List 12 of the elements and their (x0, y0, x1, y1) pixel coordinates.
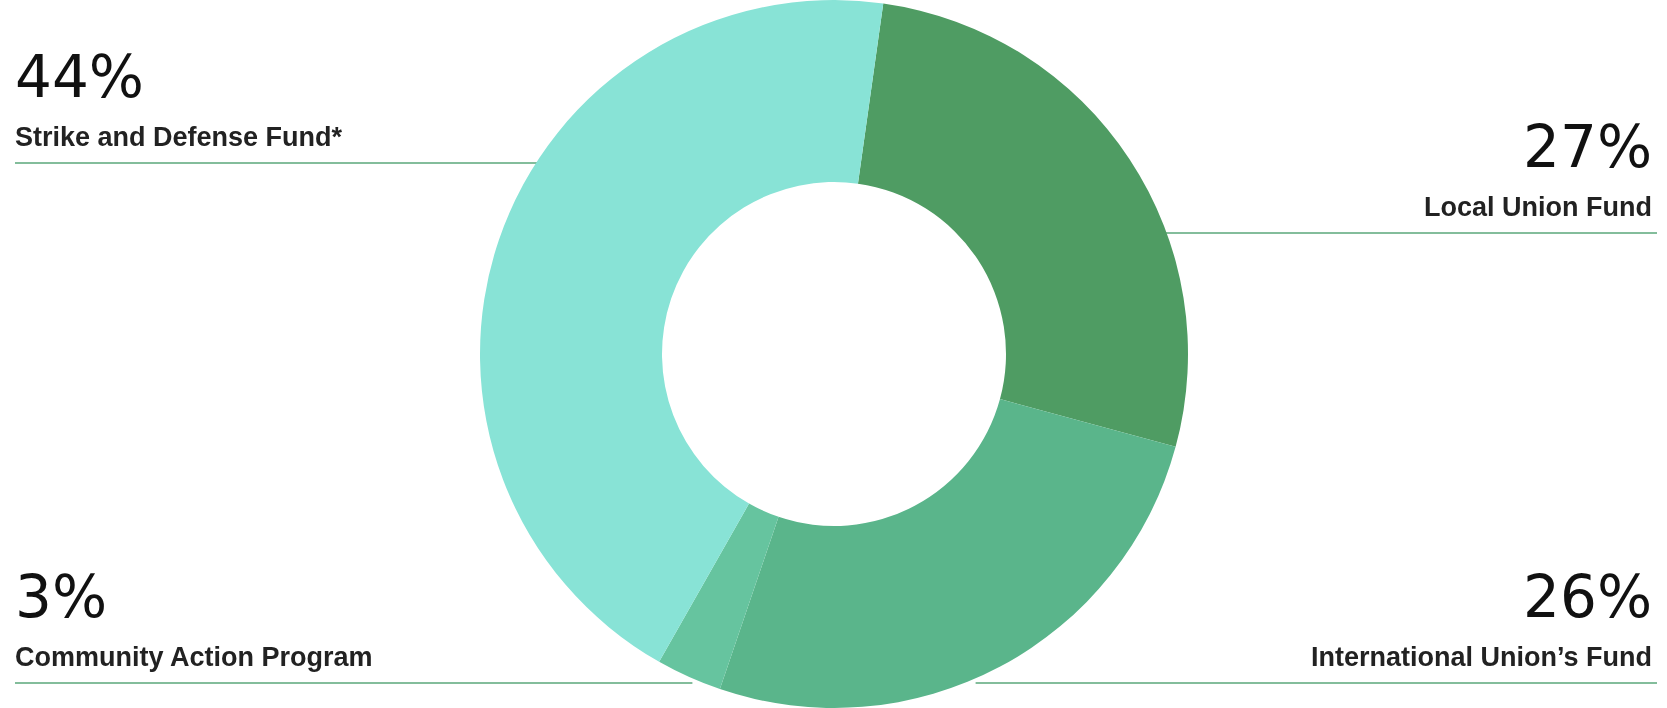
slice-label: Strike and Defense Fund* (15, 122, 343, 152)
donut-slice (659, 503, 779, 690)
donut-slice (719, 399, 1176, 708)
donut-slice (857, 3, 1188, 447)
slice-label: Community Action Program (15, 642, 373, 672)
slice-label: International Union’s Fund (1311, 642, 1652, 672)
slice-label: Local Union Fund (1424, 192, 1652, 222)
data-label: 27% (1523, 113, 1652, 181)
data-label: 26% (1523, 563, 1652, 631)
donut-slice (480, 0, 884, 662)
data-label: 3% (15, 563, 108, 631)
data-label: 44% (15, 43, 144, 111)
